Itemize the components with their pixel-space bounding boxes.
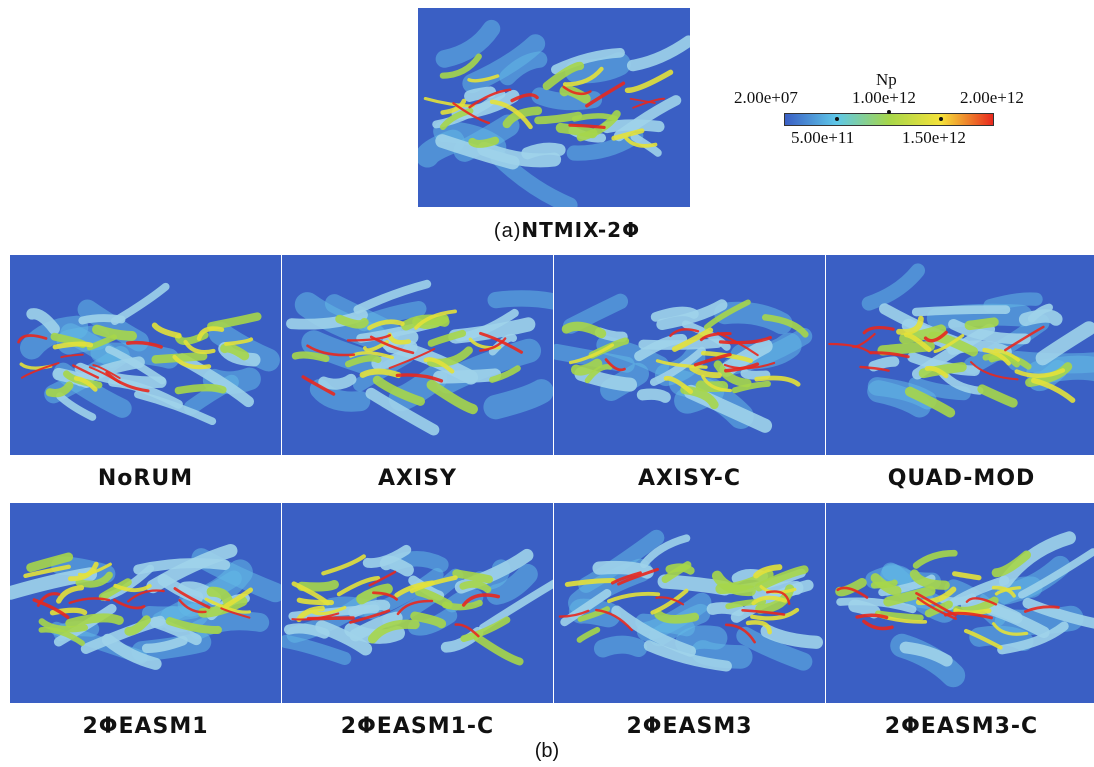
model-label: NoRUM	[97, 466, 194, 491]
colorbar-tick-label: 5.00e+11	[791, 128, 855, 147]
field-render	[282, 544, 553, 666]
panel-a-caption: (a)NTMIX-2Φ	[493, 218, 641, 242]
field-image-axisy-c	[554, 255, 825, 455]
field-render	[286, 279, 553, 436]
colorbar-tick-label: 2.00e+07	[734, 88, 798, 107]
colorbar-tick-label: 2.00e+12	[960, 88, 1024, 107]
field-render	[554, 293, 813, 433]
panel-b-caption: (b)	[534, 740, 560, 762]
colorbar-tick	[835, 117, 839, 121]
field-image-axisy	[282, 255, 553, 455]
model-label: 2ΦEASM1	[82, 714, 209, 739]
field-image-2peasm3-c	[826, 503, 1094, 703]
field-image-2peasm3	[554, 503, 825, 703]
field-render	[828, 263, 1094, 418]
field-image-2peasm1	[10, 503, 281, 703]
model-label: QUAD-MOD	[887, 466, 1036, 491]
colorbar-title: Np	[876, 70, 897, 89]
field-render	[17, 282, 280, 426]
field-render	[418, 19, 690, 207]
model-label: AXISY-C	[638, 466, 741, 491]
field-render	[558, 529, 824, 672]
colorbar	[784, 113, 994, 126]
field-render	[835, 531, 1094, 688]
model-label: 2ΦEASM1-C	[340, 714, 495, 739]
ntmix-field-image	[418, 8, 690, 207]
colorbar-tick-label: 1.50e+12	[902, 128, 966, 147]
model-label: AXISY	[378, 466, 457, 491]
model-label: 2ΦEASM3	[626, 714, 753, 739]
field-image-2peasm1-c	[282, 503, 553, 703]
colorbar-tick	[939, 117, 943, 121]
field-image-norum	[10, 255, 281, 455]
field-image-quad-mod	[826, 255, 1094, 455]
colorbar-tick	[887, 110, 891, 114]
field-render	[10, 543, 281, 670]
model-label: 2ΦEASM3-C	[884, 714, 1039, 739]
colorbar-tick-label: 1.00e+12	[852, 88, 916, 107]
